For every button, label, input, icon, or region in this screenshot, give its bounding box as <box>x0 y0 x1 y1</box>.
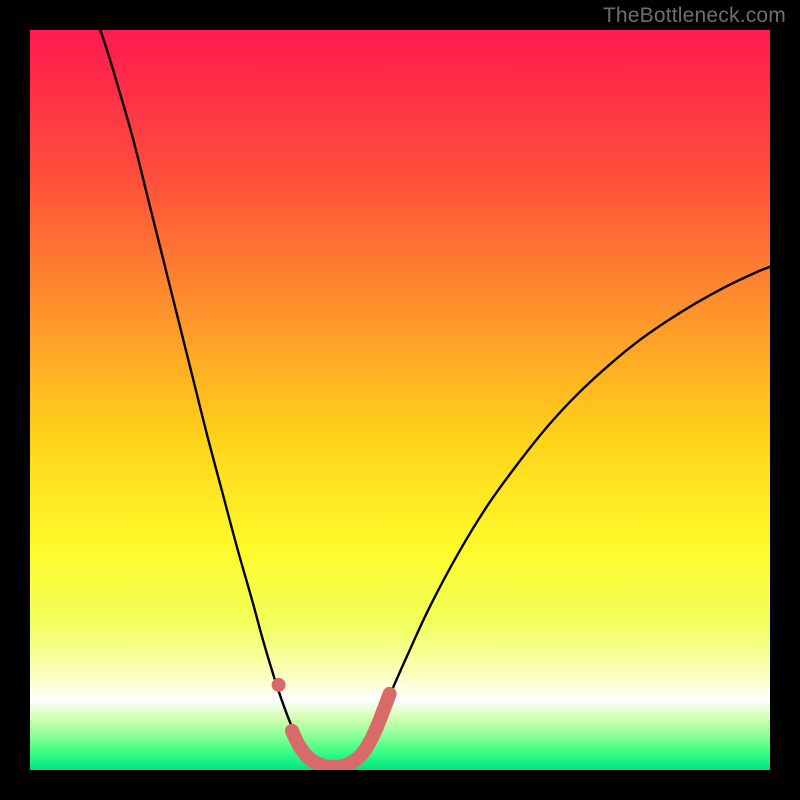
chart-frame: TheBottleneck.com <box>0 0 800 800</box>
gradient-background <box>30 30 770 770</box>
bottleneck-curve-chart <box>0 0 800 800</box>
highlight-dot <box>272 678 286 692</box>
highlight-cap <box>385 689 395 699</box>
highlight-cap <box>287 726 297 736</box>
